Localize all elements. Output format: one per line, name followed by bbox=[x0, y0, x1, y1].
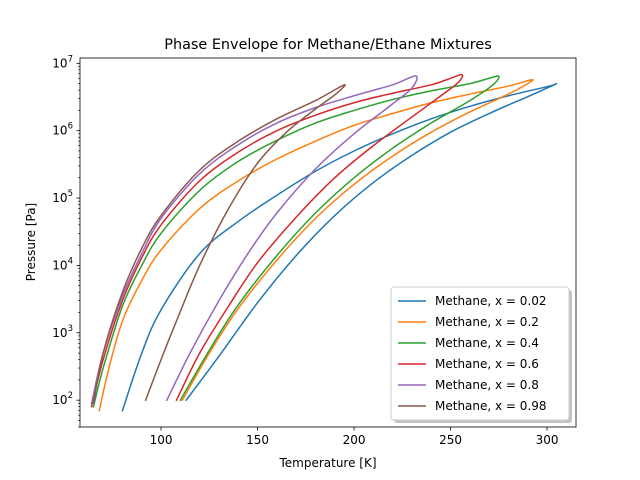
legend-entry: Methane, x = 0.4 bbox=[435, 336, 539, 350]
legend-entry: Methane, x = 0.6 bbox=[435, 357, 539, 371]
chart-title: Phase Envelope for Methane/Ethane Mixtur… bbox=[164, 37, 491, 53]
legend-entry: Methane, x = 0.02 bbox=[435, 294, 547, 308]
series-layer bbox=[90, 73, 558, 412]
legend-box bbox=[390, 286, 570, 421]
series-line-6 bbox=[92, 84, 346, 405]
series-line-5 bbox=[90, 75, 418, 405]
legend-entry: Methane, x = 0.8 bbox=[435, 378, 539, 392]
legend-entry: Methane, x = 0.2 bbox=[435, 315, 539, 329]
y-axis-label: Pressure [Pa] bbox=[24, 203, 38, 281]
legend: Methane, x = 0.02 Methane, x = 0.2 Methane… bbox=[390, 286, 572, 423]
x-axis: 100 150 200 250 300 bbox=[150, 427, 559, 447]
series-line-2 bbox=[98, 78, 534, 412]
series-line-4 bbox=[90, 73, 464, 408]
x-tick-label: 300 bbox=[536, 433, 559, 447]
x-axis-label: Temperature [K] bbox=[278, 456, 376, 470]
series-line-3 bbox=[92, 75, 500, 408]
plot-area bbox=[79, 57, 577, 428]
x-tick-label: 250 bbox=[439, 433, 462, 447]
x-tick-label: 100 bbox=[150, 433, 173, 447]
x-tick-label: 150 bbox=[246, 433, 269, 447]
axes-frame bbox=[79, 57, 577, 428]
legend-entry: Methane, x = 0.98 bbox=[435, 399, 547, 413]
x-tick-label: 200 bbox=[343, 433, 366, 447]
series-line-1 bbox=[121, 82, 558, 412]
